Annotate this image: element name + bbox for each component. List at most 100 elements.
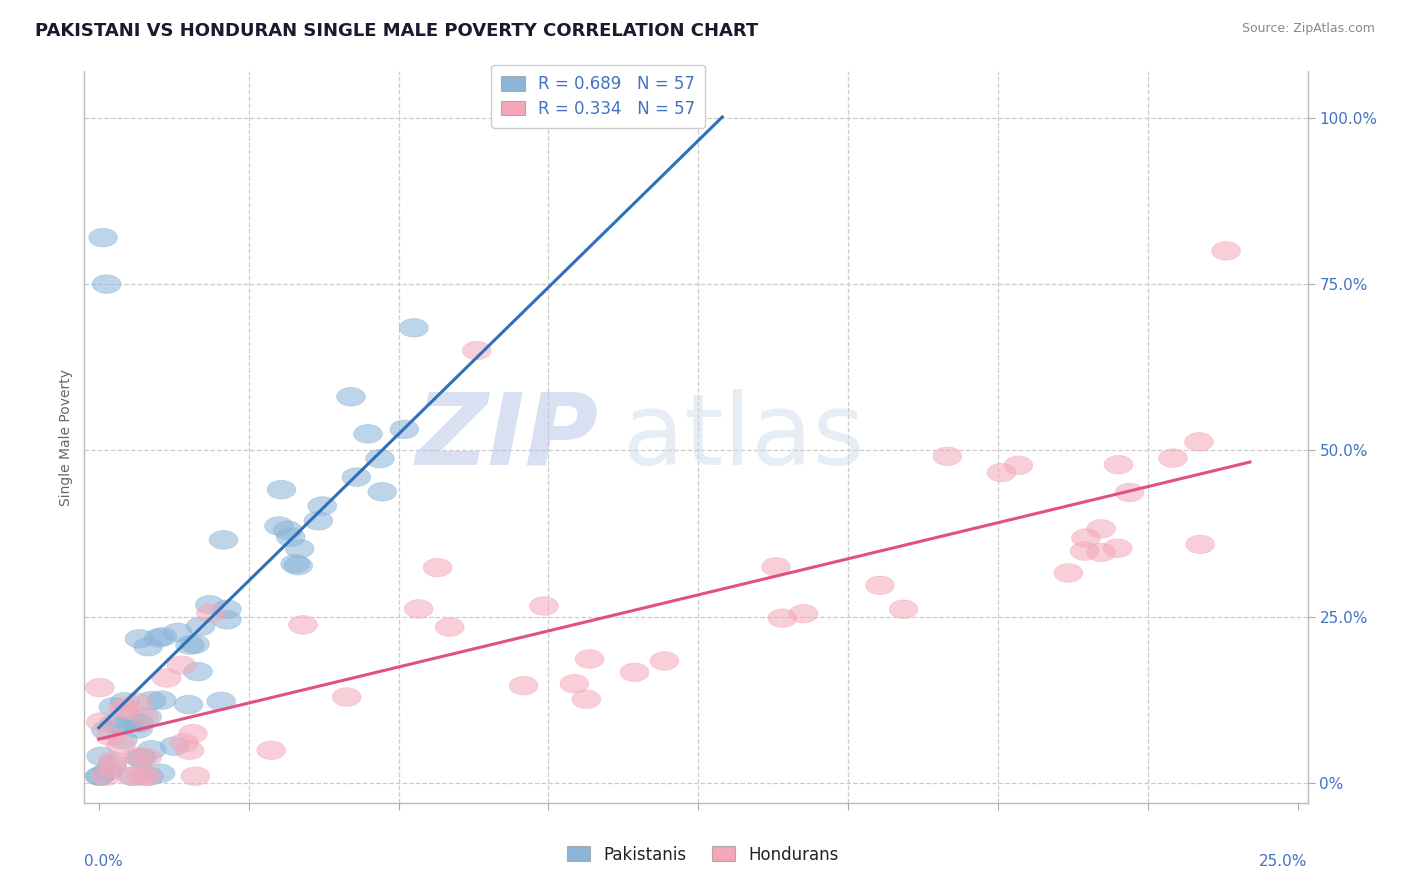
Ellipse shape xyxy=(138,691,166,710)
Ellipse shape xyxy=(91,721,121,739)
Ellipse shape xyxy=(463,342,491,360)
Ellipse shape xyxy=(111,700,141,719)
Ellipse shape xyxy=(273,521,302,540)
Ellipse shape xyxy=(1054,564,1083,582)
Ellipse shape xyxy=(107,736,135,755)
Ellipse shape xyxy=(125,749,155,767)
Ellipse shape xyxy=(332,688,361,706)
Ellipse shape xyxy=(176,636,204,655)
Ellipse shape xyxy=(93,275,121,293)
Ellipse shape xyxy=(575,649,605,668)
Ellipse shape xyxy=(509,676,538,695)
Ellipse shape xyxy=(181,767,209,786)
Ellipse shape xyxy=(86,678,114,697)
Ellipse shape xyxy=(1087,519,1115,538)
Ellipse shape xyxy=(97,758,127,777)
Ellipse shape xyxy=(285,540,314,558)
Text: PAKISTANI VS HONDURAN SINGLE MALE POVERTY CORRELATION CHART: PAKISTANI VS HONDURAN SINGLE MALE POVERT… xyxy=(35,22,758,40)
Ellipse shape xyxy=(560,674,589,693)
Ellipse shape xyxy=(207,692,236,711)
Ellipse shape xyxy=(212,600,242,618)
Ellipse shape xyxy=(389,420,419,439)
Ellipse shape xyxy=(572,690,600,708)
Ellipse shape xyxy=(264,516,294,535)
Ellipse shape xyxy=(132,748,162,767)
Ellipse shape xyxy=(267,480,295,499)
Ellipse shape xyxy=(98,755,127,773)
Ellipse shape xyxy=(288,615,318,634)
Ellipse shape xyxy=(152,669,181,687)
Ellipse shape xyxy=(163,623,193,641)
Ellipse shape xyxy=(124,720,153,739)
Ellipse shape xyxy=(186,617,215,636)
Ellipse shape xyxy=(108,731,138,749)
Ellipse shape xyxy=(87,713,115,731)
Ellipse shape xyxy=(91,767,121,786)
Ellipse shape xyxy=(148,627,177,646)
Ellipse shape xyxy=(530,597,558,615)
Ellipse shape xyxy=(987,463,1017,482)
Ellipse shape xyxy=(399,318,429,337)
Ellipse shape xyxy=(889,600,918,618)
Ellipse shape xyxy=(436,618,464,637)
Ellipse shape xyxy=(1087,543,1115,562)
Ellipse shape xyxy=(1212,242,1240,260)
Ellipse shape xyxy=(179,724,207,743)
Ellipse shape xyxy=(117,767,146,786)
Ellipse shape xyxy=(1071,529,1101,548)
Ellipse shape xyxy=(1104,456,1133,474)
Ellipse shape xyxy=(100,714,128,733)
Legend: R = 0.689   N = 57, R = 0.334   N = 57: R = 0.689 N = 57, R = 0.334 N = 57 xyxy=(491,65,704,128)
Ellipse shape xyxy=(336,387,366,406)
Text: ZIP: ZIP xyxy=(415,389,598,485)
Ellipse shape xyxy=(650,652,679,670)
Ellipse shape xyxy=(180,635,209,654)
Ellipse shape xyxy=(405,599,433,618)
Text: atlas: atlas xyxy=(623,389,865,485)
Ellipse shape xyxy=(1115,483,1144,502)
Ellipse shape xyxy=(107,716,135,735)
Ellipse shape xyxy=(97,728,125,746)
Ellipse shape xyxy=(86,767,114,786)
Ellipse shape xyxy=(342,468,371,486)
Ellipse shape xyxy=(284,557,312,575)
Ellipse shape xyxy=(125,714,153,732)
Ellipse shape xyxy=(98,751,127,770)
Ellipse shape xyxy=(277,528,305,547)
Ellipse shape xyxy=(108,698,138,717)
Ellipse shape xyxy=(132,767,162,786)
Ellipse shape xyxy=(174,695,202,714)
Ellipse shape xyxy=(1185,433,1213,451)
Ellipse shape xyxy=(768,609,797,627)
Ellipse shape xyxy=(87,747,115,765)
Ellipse shape xyxy=(1159,449,1188,467)
Ellipse shape xyxy=(129,707,157,725)
Ellipse shape xyxy=(176,741,204,760)
Ellipse shape xyxy=(762,558,790,576)
Ellipse shape xyxy=(212,610,242,629)
Legend: Pakistanis, Hondurans: Pakistanis, Hondurans xyxy=(561,839,845,871)
Ellipse shape xyxy=(120,767,148,786)
Ellipse shape xyxy=(86,767,114,786)
Ellipse shape xyxy=(1004,456,1033,475)
Ellipse shape xyxy=(128,748,156,767)
Ellipse shape xyxy=(866,576,894,595)
Ellipse shape xyxy=(167,656,195,674)
Ellipse shape xyxy=(368,483,396,501)
Ellipse shape xyxy=(281,555,309,573)
Y-axis label: Single Male Poverty: Single Male Poverty xyxy=(59,368,73,506)
Ellipse shape xyxy=(89,228,118,247)
Ellipse shape xyxy=(1070,541,1099,560)
Ellipse shape xyxy=(366,450,394,468)
Text: 25.0%: 25.0% xyxy=(1260,854,1308,869)
Ellipse shape xyxy=(184,662,212,681)
Ellipse shape xyxy=(146,764,174,782)
Ellipse shape xyxy=(304,511,333,530)
Ellipse shape xyxy=(145,629,173,648)
Ellipse shape xyxy=(197,604,225,623)
Ellipse shape xyxy=(620,663,650,681)
Ellipse shape xyxy=(138,740,166,759)
Ellipse shape xyxy=(209,531,238,549)
Ellipse shape xyxy=(789,605,818,623)
Ellipse shape xyxy=(148,690,176,709)
